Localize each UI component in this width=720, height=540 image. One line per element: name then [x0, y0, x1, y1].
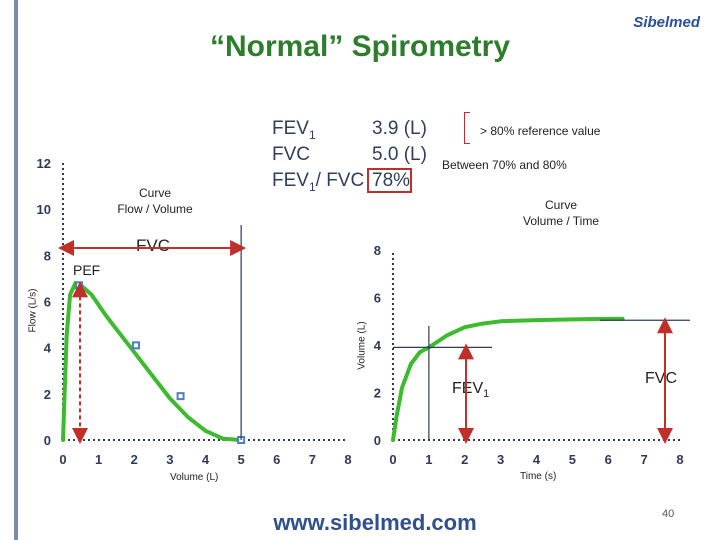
flow-volume-title-line1: Curve [138, 186, 171, 200]
volume-time-y-tick-label: 4 [374, 338, 382, 353]
volume-time-x-tick-label: 6 [605, 452, 612, 467]
flow-volume-xlabel: Volume (L) [170, 472, 219, 483]
volume-time-title-line1: Curve [544, 198, 577, 212]
volume-time-chart: 0 1 2 3 4 5 6 7 8 0 2 4 6 8 [374, 243, 690, 467]
ratio-highlight-box [367, 168, 412, 193]
flow-volume-x-tick-label: 5 [238, 452, 245, 467]
volume-time-x-tick-label: 5 [569, 452, 576, 467]
page-title: “Normal” Spirometry [209, 30, 511, 63]
volume-time-y-tick-label: 0 [374, 433, 381, 448]
flow-volume-x-tick-label: 3 [166, 452, 173, 467]
fev1-row: FEV1 3.9 (L) [272, 116, 432, 142]
volume-time-y-tick-label: 8 [374, 243, 381, 258]
flow-volume-x-tick-label: 8 [344, 452, 351, 467]
volume-time-x-tick-label: 7 [641, 452, 648, 467]
sibelmed-logo: Sibelmed [633, 14, 700, 31]
flow-volume-y-tick-label: 12 [37, 156, 51, 171]
ratio-label: FEV1/ FVC [272, 170, 365, 194]
accent-bar [14, 0, 18, 540]
flow-volume-marker [75, 281, 84, 290]
flow-volume-y-tick-label: 8 [44, 248, 51, 263]
flow-volume-marker [132, 341, 141, 350]
page-number: 40 [662, 508, 675, 520]
pef-annotation: PEF [73, 262, 101, 278]
flow-volume-x-tick-label: 2 [131, 452, 138, 467]
fev1-label: FEV1 [272, 118, 316, 142]
volume-time-title: Curve Volume / Time [506, 197, 616, 229]
reference-bracket [464, 112, 470, 144]
volume-time-title-line2: Volume / Time [522, 214, 600, 228]
flow-volume-title: Curve Flow / Volume [100, 185, 210, 217]
volume-time-series-line [391, 316, 625, 442]
volume-time-x-tick-label: 3 [497, 452, 504, 467]
volume-time-y-tick-label: 6 [374, 291, 381, 306]
flow-volume-x-tick-label: 6 [273, 452, 280, 467]
volume-time-y-tick-label: 2 [374, 386, 381, 401]
flow-volume-y-tick-label: 10 [37, 202, 51, 217]
volume-time-x-tick-label: 1 [425, 452, 432, 467]
flow-volume-x-tick-label: 7 [309, 452, 316, 467]
fev1-value: 3.9 (L) [372, 118, 427, 139]
fvc-label: FVC [272, 144, 310, 165]
website-url: www.sibelmed.com [273, 510, 477, 535]
flow-volume-title-line2: Flow / Volume [117, 202, 193, 216]
volume-time-x-tick-label: 2 [461, 452, 468, 467]
flow-volume-x-tick-label: 0 [59, 452, 66, 467]
fvc-row: FVC 5.0 (L) [272, 142, 432, 168]
flow-volume-x-tick-label: 1 [95, 452, 102, 467]
reference-value-note: > 80% reference value [480, 124, 601, 138]
flow-volume-y-tick-label: 0 [44, 433, 51, 448]
ratio-value: 78% [372, 170, 411, 191]
fvc-value: 5.0 (L) [372, 144, 427, 165]
ratio-row: FEV1/ FVC 78% [272, 168, 432, 194]
flow-volume-y-tick-label: 6 [44, 295, 51, 310]
flow-volume-y-tick-label: 4 [44, 341, 52, 356]
flow-volume-y-tick-label: 2 [44, 387, 51, 402]
flow-volume-marker [176, 392, 185, 401]
volume-time-xlabel: Time (s) [520, 471, 557, 482]
volume-time-x-tick-label: 0 [389, 452, 396, 467]
reference-range-note: Between 70% and 80% [442, 158, 567, 172]
flow-volume-series-line [61, 281, 244, 442]
volume-time-x-tick-label: 8 [676, 452, 683, 467]
volume-time-x-tick-label: 4 [533, 452, 541, 467]
results-panel: FEV1 3.9 (L) FVC 5.0 (L) FEV1/ FVC 78% [272, 116, 432, 194]
flow-volume-x-tick-label: 4 [202, 452, 210, 467]
